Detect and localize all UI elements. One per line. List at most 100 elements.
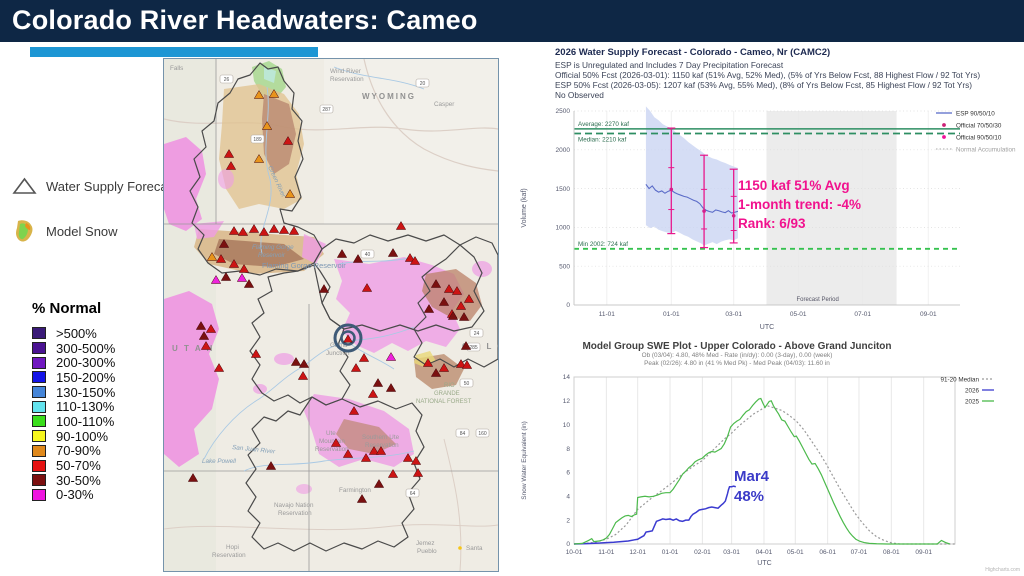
forecast-point-triangle[interactable] xyxy=(206,252,218,261)
forecast-point-triangle[interactable] xyxy=(447,311,459,320)
legend-entry[interactable]: Normal Accumulation xyxy=(956,147,1016,154)
forecast-point-triangle[interactable] xyxy=(460,341,472,350)
forecast-point-triangle[interactable] xyxy=(438,297,450,306)
title-underline-bar xyxy=(30,47,318,57)
forecast-point-triangle[interactable] xyxy=(461,360,473,369)
forecast-point-triangle[interactable] xyxy=(228,226,240,235)
map-label: Falls xyxy=(170,65,183,72)
forecast-point-triangle[interactable] xyxy=(356,494,368,503)
forecast-point-triangle[interactable] xyxy=(358,353,370,362)
forecast-point-triangle[interactable] xyxy=(422,358,434,367)
forecast-point-triangle[interactable] xyxy=(288,226,300,235)
forecast-point-triangle[interactable] xyxy=(237,227,249,236)
forecast-point-triangle[interactable] xyxy=(268,224,280,233)
forecast-point-triangle[interactable] xyxy=(348,406,360,415)
legend-entry[interactable]: Official 70/50/30 xyxy=(956,123,1002,130)
forecast-point-triangle[interactable] xyxy=(261,121,273,130)
forecast-point-triangle[interactable] xyxy=(284,189,296,198)
legend-entry[interactable]: 2025 xyxy=(965,398,980,405)
forecast-point-triangle[interactable] xyxy=(215,254,227,263)
forecast-point-triangle[interactable] xyxy=(236,273,248,282)
map-label: Jemez xyxy=(416,540,435,547)
forecast-point-triangle[interactable] xyxy=(463,294,475,303)
forecast-point-triangle[interactable] xyxy=(200,341,212,350)
watermark[interactable]: Highcharts.com xyxy=(985,567,1020,573)
forecast-point-triangle[interactable] xyxy=(372,378,384,387)
forecast-point-triangle[interactable] xyxy=(195,321,207,330)
forecast-point-triangle[interactable] xyxy=(268,89,280,98)
legend-entry[interactable]: 2026 xyxy=(965,387,980,394)
forecast-point-triangle[interactable] xyxy=(297,371,309,380)
forecast-point-triangle[interactable] xyxy=(187,473,199,482)
forecast-point-triangle[interactable] xyxy=(342,449,354,458)
forecast-point-triangle[interactable] xyxy=(430,279,442,288)
forecast-point-triangle[interactable] xyxy=(330,438,342,447)
pct-normal-item: 130-150% xyxy=(32,385,115,400)
forecast-point-triangle[interactable] xyxy=(238,264,250,273)
y-tick-label: 4 xyxy=(566,493,570,500)
legend-entry[interactable]: 91-20 Median xyxy=(940,376,979,383)
forecast-point-triangle[interactable] xyxy=(298,359,310,368)
forecast-point-triangle[interactable] xyxy=(423,304,435,313)
forecast-point-triangle[interactable] xyxy=(198,331,210,340)
forecast-point-triangle[interactable] xyxy=(361,283,373,292)
pct-normal-swatch xyxy=(32,459,46,472)
forecast-point-triangle[interactable] xyxy=(228,259,240,268)
pct-normal-label: 100-110% xyxy=(56,413,115,429)
forecast-point-triangle[interactable] xyxy=(278,225,290,234)
forecast-point-triangle[interactable] xyxy=(265,461,277,470)
forecast-point-triangle[interactable] xyxy=(458,312,470,321)
forecast-point-triangle[interactable] xyxy=(387,248,399,257)
forecast-point-triangle[interactable] xyxy=(220,272,232,281)
swe-plot-chart[interactable]: Model Group SWE Plot - Upper Colorado - … xyxy=(512,339,1024,576)
forecast-point-triangle[interactable] xyxy=(451,286,463,295)
forecast-point-triangle[interactable] xyxy=(409,256,421,265)
forecast-point-triangle[interactable] xyxy=(243,279,255,288)
chart-subtitle-2: Peak (02/26): 4.80 in (41 % Med Pk) - Me… xyxy=(644,360,830,368)
forecast-point-triangle[interactable] xyxy=(253,154,265,163)
legend-entry[interactable]: ESP 90/50/10 xyxy=(956,111,995,118)
forecast-point-triangle[interactable] xyxy=(367,389,379,398)
forecast-point-triangle[interactable] xyxy=(360,453,372,462)
forecast-point-triangle[interactable] xyxy=(225,161,237,170)
water-supply-forecast-chart[interactable]: 2026 Water Supply Forecast - Colorado - … xyxy=(512,45,1024,338)
forecast-point-triangle[interactable] xyxy=(282,136,294,145)
forecast-point-triangle[interactable] xyxy=(404,253,416,262)
forecast-point-triangle[interactable] xyxy=(387,469,399,478)
map[interactable]: Falls Wind River Reservation WYOMING Casper G… xyxy=(163,58,504,572)
forecast-point-triangle[interactable] xyxy=(412,468,424,477)
forecast-point-triangle[interactable] xyxy=(385,383,397,392)
forecast-point-triangle[interactable] xyxy=(455,359,467,368)
forecast-point-triangle[interactable] xyxy=(250,349,262,358)
forecast-point-triangle[interactable] xyxy=(223,149,235,158)
y-tick-label: 1500 xyxy=(556,186,571,193)
forecast-point-triangle[interactable] xyxy=(290,357,302,366)
selected-site-marker[interactable] xyxy=(333,323,363,353)
pct-normal-item: 0-30% xyxy=(32,487,115,502)
forecast-point-triangle[interactable] xyxy=(218,239,230,248)
forecast-point-triangle[interactable] xyxy=(352,254,364,263)
forecast-point-triangle[interactable] xyxy=(253,90,265,99)
forecast-point-triangle[interactable] xyxy=(375,446,387,455)
forecast-point-triangle[interactable] xyxy=(443,284,455,293)
forecast-point-triangle[interactable] xyxy=(455,301,467,310)
forecast-point-triangle[interactable] xyxy=(213,363,225,372)
legend-entry[interactable]: Official 90/50/10 xyxy=(956,135,1002,142)
forecast-point-triangle[interactable] xyxy=(368,446,380,455)
forecast-point-triangle[interactable] xyxy=(402,453,414,462)
forecast-point-triangle[interactable] xyxy=(336,249,348,258)
forecast-point-triangle[interactable] xyxy=(248,224,260,233)
forecast-point-triangle[interactable] xyxy=(258,227,270,236)
map-label: Santa xyxy=(466,545,483,552)
forecast-point-triangle[interactable] xyxy=(210,275,222,284)
forecast-point-triangle[interactable] xyxy=(385,352,397,361)
forecast-point-triangle[interactable] xyxy=(350,363,362,372)
forecast-point-triangle[interactable] xyxy=(373,479,385,488)
forecast-point-triangle[interactable] xyxy=(318,284,330,293)
forecast-point-triangle[interactable] xyxy=(438,363,450,372)
forecast-point-triangle[interactable] xyxy=(395,221,407,230)
forecast-point-triangle[interactable] xyxy=(205,324,217,333)
pct-normal-item: 150-200% xyxy=(32,370,115,385)
forecast-point-triangle[interactable] xyxy=(410,456,422,465)
forecast-point-triangle[interactable] xyxy=(430,368,442,377)
